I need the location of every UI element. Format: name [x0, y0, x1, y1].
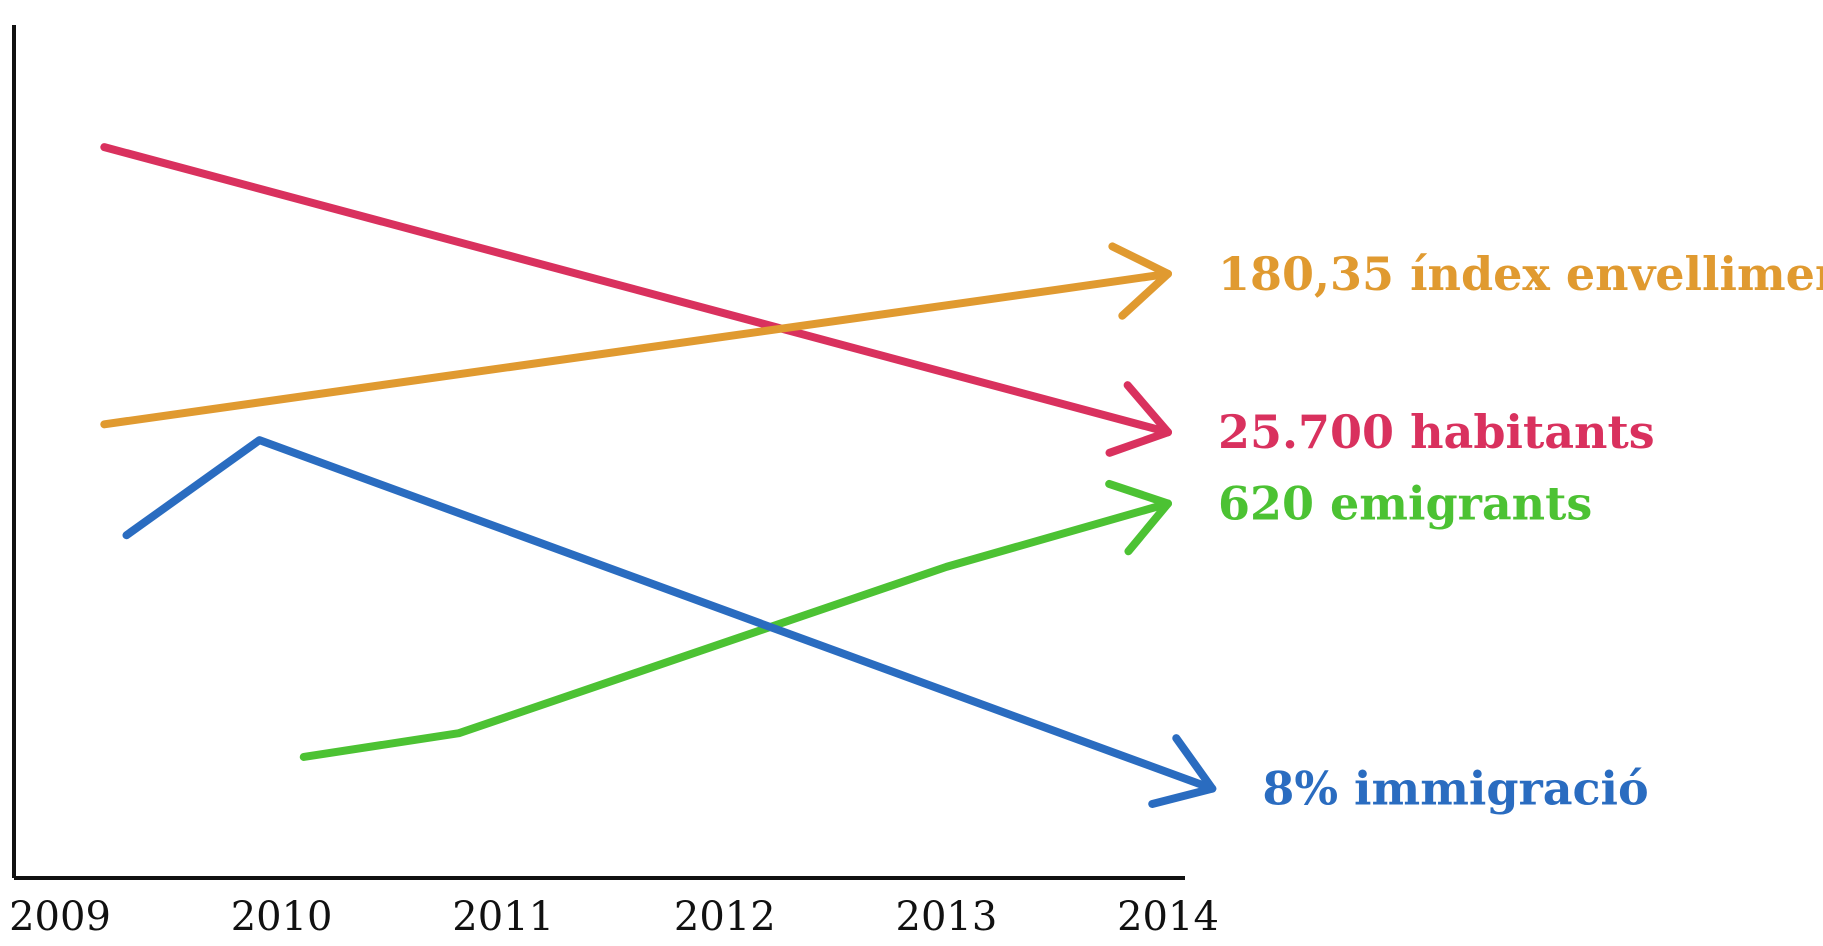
- series-line-emigrants: [299, 499, 1172, 761]
- series-line-habitants: [100, 143, 1172, 437]
- arrow-head-emigrants: [1105, 479, 1172, 556]
- series-label-immigracio: 8% immigració: [1262, 762, 1648, 816]
- x-tick-label-2014: 2014: [1117, 894, 1219, 940]
- series-group: [100, 143, 1217, 808]
- x-tick-label-2012: 2012: [674, 894, 776, 940]
- x-tick-labels: 2009 2010 2011 2012 2013 2014: [9, 894, 1219, 940]
- series-labels: 25.700 habitants 180,35 índex envelliment…: [1218, 247, 1823, 816]
- x-tick-label-2013: 2013: [896, 894, 998, 940]
- series-label-habitants: 25.700 habitants: [1218, 405, 1655, 459]
- series-line-immigracio: [122, 436, 1217, 793]
- arrow-head-immigracio: [1148, 734, 1217, 808]
- x-tick-label-2011: 2011: [452, 894, 554, 940]
- arrow-head-habitants: [1105, 381, 1172, 457]
- x-tick-label-2010: 2010: [231, 894, 333, 940]
- series-label-envelliment: 180,35 índex envelliment: [1218, 247, 1823, 301]
- arrow-head-envelliment: [1108, 242, 1172, 320]
- x-tick-label-2009: 2009: [9, 894, 111, 940]
- series-label-emigrants: 620 emigrants: [1218, 477, 1592, 531]
- series-line-envelliment: [100, 269, 1172, 429]
